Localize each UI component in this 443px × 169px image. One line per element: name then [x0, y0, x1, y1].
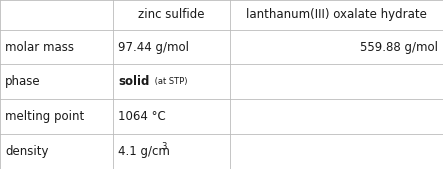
Text: lanthanum(III) oxalate hydrate: lanthanum(III) oxalate hydrate: [246, 8, 427, 21]
Text: 1064 °C: 1064 °C: [118, 110, 166, 123]
Text: 3: 3: [162, 142, 167, 151]
Text: density: density: [5, 145, 49, 158]
Text: melting point: melting point: [5, 110, 85, 123]
Text: zinc sulfide: zinc sulfide: [138, 8, 205, 21]
Text: solid: solid: [118, 75, 150, 88]
Text: 97.44 g/mol: 97.44 g/mol: [118, 41, 189, 54]
Text: (at STP): (at STP): [152, 77, 187, 86]
Text: molar mass: molar mass: [5, 41, 74, 54]
Text: phase: phase: [5, 75, 41, 88]
Text: 559.88 g/mol: 559.88 g/mol: [360, 41, 438, 54]
Text: 4.1 g/cm: 4.1 g/cm: [118, 145, 170, 158]
